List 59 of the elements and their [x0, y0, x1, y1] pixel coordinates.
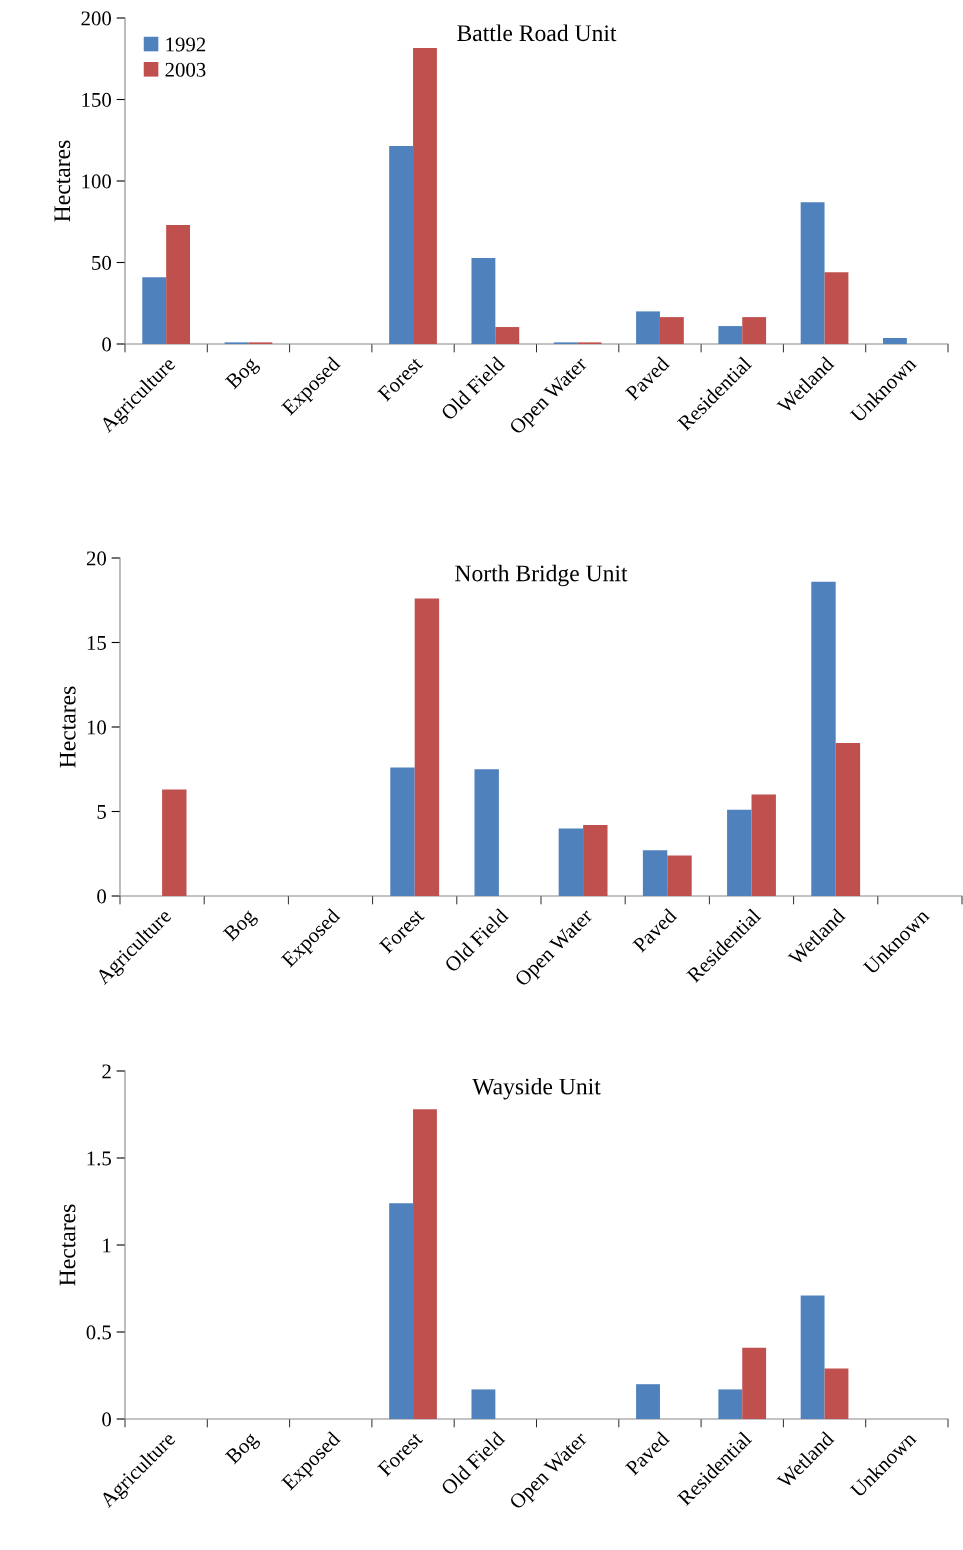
y-axis-title: Hectares	[59, 686, 76, 768]
legend-label: 1992	[166, 37, 206, 52]
y-tick-label: 0.5	[86, 1325, 111, 1340]
chart-title: Battle Road Unit	[457, 24, 617, 42]
x-tick-label: Bog	[224, 355, 262, 393]
y-tick-label: 100	[82, 174, 112, 189]
bar	[882, 337, 907, 344]
bar	[811, 581, 836, 896]
bar	[389, 1203, 414, 1419]
y-tick-label: 10	[87, 720, 107, 735]
bar	[727, 809, 752, 896]
y-tick-label: 0	[102, 337, 112, 352]
bar	[824, 272, 849, 344]
bar	[583, 825, 608, 896]
y-tick-label: 0	[97, 889, 107, 904]
bar	[495, 327, 520, 344]
chart-title: North Bridge Unit	[455, 564, 628, 587]
y-tick-label: 1.5	[87, 1151, 111, 1166]
bar	[642, 850, 668, 896]
y-tick-label: 50	[92, 255, 112, 270]
bar	[162, 789, 187, 896]
bar	[413, 47, 437, 344]
y-tick-label: 150	[82, 92, 112, 107]
bar	[558, 828, 584, 896]
bar	[471, 1389, 496, 1419]
bar	[800, 202, 825, 344]
y-axis-title: Hectares	[54, 140, 71, 222]
bar	[742, 317, 767, 344]
chart-title: Wayside Unit	[472, 1077, 601, 1100]
legend-label: 2003	[165, 62, 206, 77]
bar	[166, 225, 191, 344]
y-tick-label: 1	[103, 1238, 111, 1253]
bar	[659, 317, 684, 344]
bar	[471, 257, 496, 344]
bar	[751, 794, 776, 896]
y-tick-label: 0	[102, 1412, 112, 1427]
y-tick-label: 15	[87, 635, 106, 650]
y-tick-label: 20	[86, 551, 107, 566]
bar	[413, 1109, 437, 1419]
bar	[800, 1295, 825, 1419]
bar	[718, 326, 743, 344]
y-tick-label: 200	[81, 11, 112, 26]
bar	[414, 598, 440, 896]
bar	[389, 145, 414, 344]
y-tick-label: 5	[97, 805, 106, 819]
bar	[742, 1347, 767, 1419]
bar	[718, 1389, 743, 1419]
bar	[835, 743, 861, 896]
bar	[636, 1384, 660, 1419]
bar	[667, 855, 692, 896]
bar	[824, 1368, 849, 1419]
x-tick-label: Bog	[222, 907, 260, 945]
x-tick-label: Bog	[224, 1430, 262, 1468]
bar	[474, 769, 499, 896]
y-axis-title: Hectares	[59, 1204, 76, 1286]
bar	[390, 767, 415, 896]
y-tick-label: 2	[102, 1064, 111, 1079]
bar	[636, 311, 660, 344]
bar	[142, 277, 167, 344]
